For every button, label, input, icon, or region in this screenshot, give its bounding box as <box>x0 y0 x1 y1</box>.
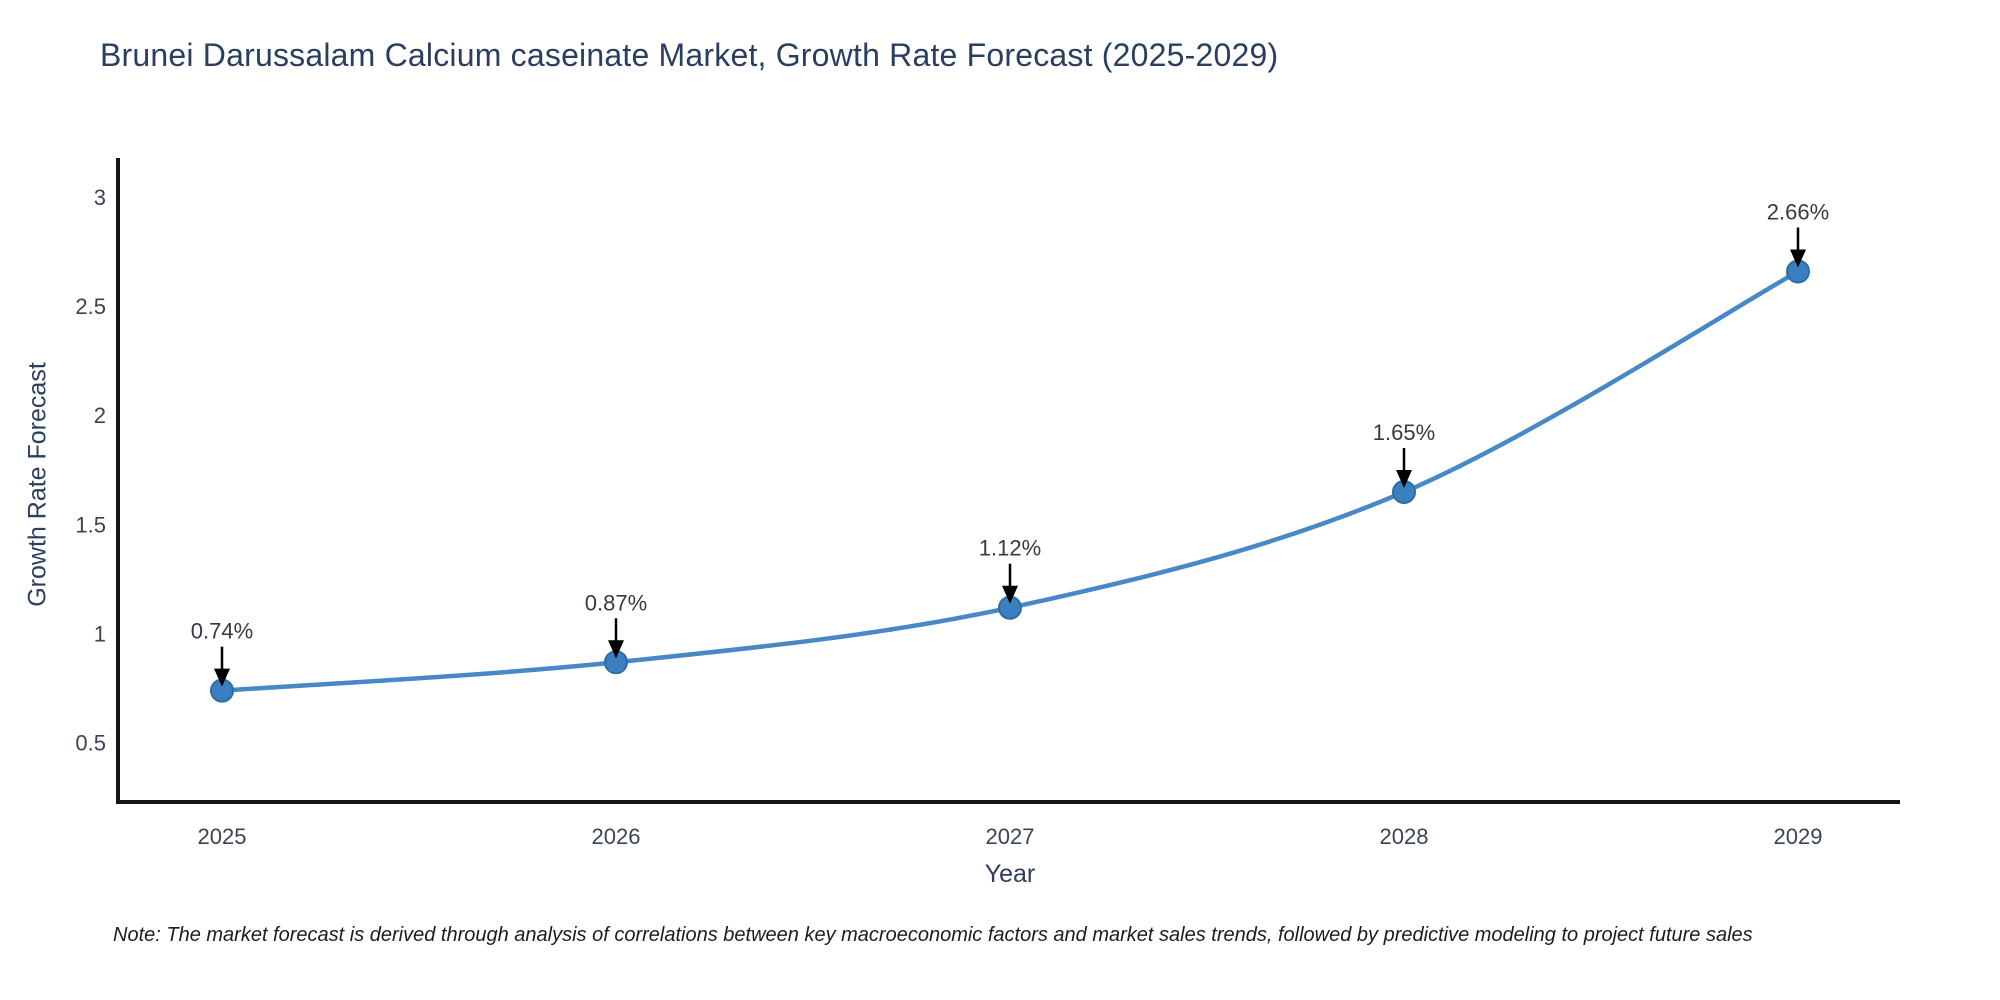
annotation-arrowhead-icon <box>1002 585 1018 604</box>
data-point-label: 0.74% <box>191 619 253 644</box>
chart-title: Brunei Darussalam Calcium caseinate Mark… <box>100 37 1279 73</box>
y-tick-label: 2 <box>94 403 106 428</box>
x-tick-label: 2026 <box>592 824 641 849</box>
y-tick-label: 1 <box>94 621 106 646</box>
annotation-arrowhead-icon <box>1396 470 1412 489</box>
annotation-arrowhead-icon <box>1790 249 1806 268</box>
x-tick-label: 2025 <box>198 824 247 849</box>
x-tick-label: 2028 <box>1380 824 1429 849</box>
y-tick-label: 3 <box>94 185 106 210</box>
data-point-label: 0.87% <box>585 590 647 615</box>
footnote: Note: The market forecast is derived thr… <box>113 924 1753 946</box>
y-tick-label: 2.5 <box>75 294 106 319</box>
series-line <box>219 269 1801 693</box>
y-tick-label: 0.5 <box>75 731 106 756</box>
y-tick-label: 1.5 <box>75 512 106 537</box>
data-point-label: 1.12% <box>979 536 1041 561</box>
data-point-label: 2.66% <box>1767 200 1829 225</box>
annotation-arrowhead-icon <box>608 640 624 659</box>
x-tick-label: 2029 <box>1774 824 1823 849</box>
x-axis-title: Year <box>984 860 1036 888</box>
annotation-arrowhead-icon <box>214 668 230 687</box>
data-point-label: 1.65% <box>1373 420 1435 445</box>
y-axis-title: Growth Rate Forecast <box>23 362 52 607</box>
x-tick-label: 2027 <box>986 824 1035 849</box>
